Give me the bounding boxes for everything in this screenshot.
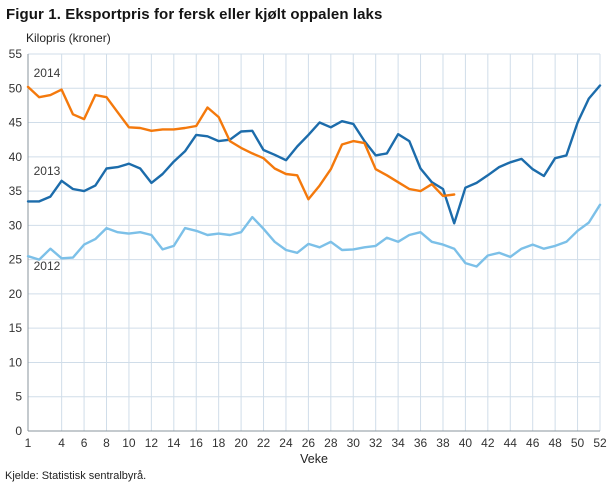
y-tick-label: 45: [9, 116, 23, 130]
x-tick-label: 42: [481, 436, 495, 450]
x-tick-label: 46: [526, 436, 540, 450]
x-tick-label: 50: [571, 436, 585, 450]
x-tick-label: 48: [548, 436, 562, 450]
y-tick-label: 0: [15, 424, 22, 438]
y-tick-label: 50: [9, 81, 23, 95]
y-axis-unit-label: Kilopris (kroner): [26, 31, 111, 45]
x-tick-label: 16: [190, 436, 204, 450]
series-label-2014: 2014: [34, 66, 61, 80]
y-tick-label: 5: [15, 390, 22, 404]
y-tick-label: 55: [9, 48, 23, 61]
y-tick-label: 30: [9, 218, 23, 232]
x-tick-label: 12: [145, 436, 159, 450]
x-tick-label: 8: [103, 436, 110, 450]
series-label-2012: 2012: [34, 259, 61, 273]
x-tick-label: 1: [25, 436, 32, 450]
y-tick-label: 20: [9, 287, 23, 301]
y-tick-label: 35: [9, 184, 23, 198]
x-tick-label: 20: [234, 436, 248, 450]
x-tick-label: 30: [347, 436, 361, 450]
series-line-2014: [26, 85, 456, 201]
figure-title: Figur 1. Eksportpris for fersk eller kjø…: [6, 6, 383, 23]
x-tick-label: 4: [58, 436, 65, 450]
y-tick-label: 25: [9, 253, 23, 267]
x-tick-label: 38: [436, 436, 450, 450]
x-tick-label: 22: [257, 436, 271, 450]
x-axis-title: Veke: [300, 452, 328, 466]
series-label-2013: 2013: [34, 164, 61, 178]
x-tick-label: 26: [302, 436, 316, 450]
series-line-2012: [26, 203, 602, 268]
x-tick-label: 10: [122, 436, 136, 450]
x-tick-label: 40: [459, 436, 473, 450]
source-note: Kjelde: Statistisk sentralbyrå.: [5, 470, 147, 482]
x-tick-label: 14: [167, 436, 181, 450]
x-tick-label: 18: [212, 436, 226, 450]
x-tick-label: 32: [369, 436, 383, 450]
x-tick-label: 44: [504, 436, 518, 450]
x-tick-label: 52: [593, 436, 607, 450]
series-line-2013: [26, 84, 602, 225]
x-tick-label: 6: [81, 436, 88, 450]
x-tick-label: 28: [324, 436, 338, 450]
y-tick-label: 10: [9, 355, 23, 369]
y-tick-label: 40: [9, 150, 23, 164]
x-tick-label: 34: [391, 436, 405, 450]
x-tick-label: 24: [279, 436, 293, 450]
y-tick-label: 15: [9, 321, 23, 335]
x-tick-label: 36: [414, 436, 428, 450]
